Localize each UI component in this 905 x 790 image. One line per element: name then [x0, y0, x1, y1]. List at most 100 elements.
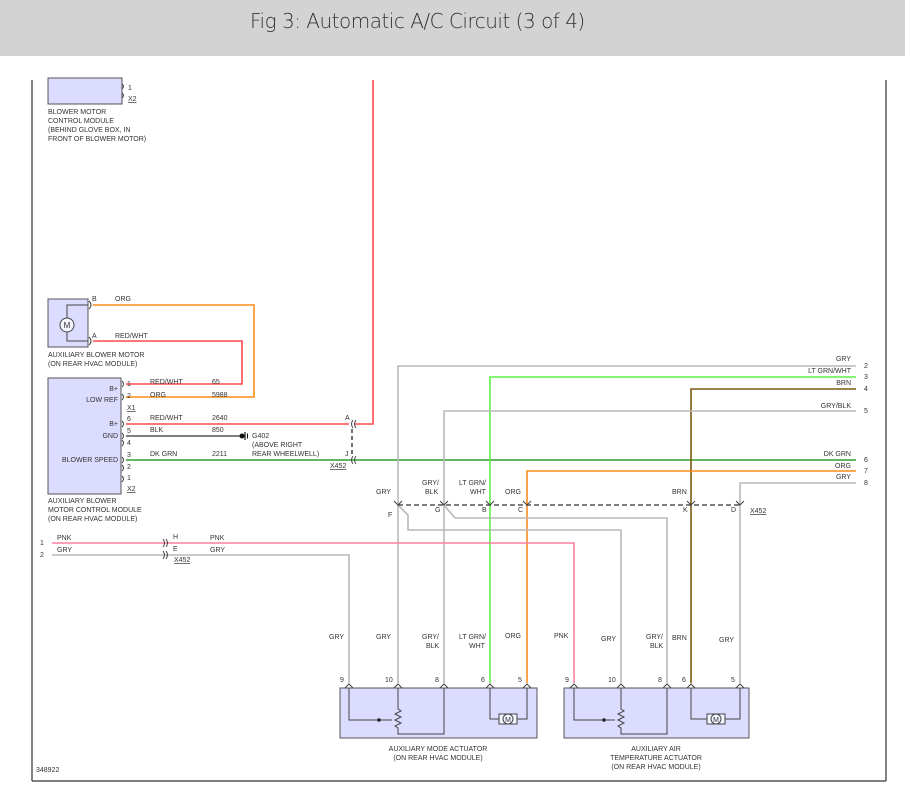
- wire-label: BLK: [150, 427, 164, 434]
- circuit-number: 2211: [212, 451, 227, 458]
- wire-label: RED/WHT: [150, 379, 183, 386]
- component-label: MOTOR CONTROL MODULE: [48, 507, 142, 514]
- pin-label: 3: [864, 374, 868, 381]
- pin-label: 10: [608, 677, 616, 684]
- pin-label: E: [173, 546, 178, 553]
- pin-label: H: [173, 534, 178, 541]
- pin-label: 2: [40, 552, 44, 559]
- wire-gry-blk-branch: [443, 504, 668, 683]
- ground-g402: G402 (ABOVE RIGHT REAR WHEELWELL): [239, 432, 319, 458]
- pin-label: 10: [385, 677, 393, 684]
- pin-label: 4: [127, 440, 131, 447]
- wire-label: GRY: [376, 489, 391, 496]
- wire-label: BLK: [425, 489, 439, 496]
- wire-label: GRY: [719, 637, 734, 644]
- component-label: TEMPERATURE ACTUATOR: [610, 755, 702, 762]
- wire-gry-input: [52, 554, 350, 683]
- component-label: (ON REAR HVAC MODULE): [48, 516, 137, 523]
- figure-number: 348922: [36, 767, 59, 774]
- pin-label: 5: [518, 677, 522, 684]
- wire-label: RED/WHT: [150, 415, 183, 422]
- pin-label: D: [731, 507, 736, 514]
- pin-label: J: [345, 451, 349, 458]
- connector-label: X452: [750, 508, 766, 515]
- wire-label: BRN: [836, 380, 851, 387]
- component-label: AUXILIARY BLOWER MOTOR: [48, 352, 144, 359]
- auxiliary-blower-motor: M B ORG A RED/WHT AUXILIARY BLOWER MOTOR…: [47, 296, 148, 368]
- wire-label: PNK: [554, 633, 569, 640]
- component-label: CONTROL MODULE: [48, 118, 114, 125]
- pin-label: 5: [127, 428, 131, 435]
- wire-label: DK GRN: [824, 451, 851, 458]
- terminal-label: BLOWER SPEED: [62, 457, 118, 464]
- wire-label: ORG: [150, 392, 166, 399]
- wire-label: GRY/BLK: [821, 403, 852, 410]
- right-wire-labels: GRY 2 LT GRN/WHT 3 BRN 4 GRY/BLK 5 DK GR…: [808, 356, 868, 487]
- wire-label: WHT: [470, 489, 487, 496]
- motor-letter: M: [505, 717, 511, 724]
- wire-label: LT GRN/: [459, 480, 486, 487]
- pin-label: 7: [864, 468, 868, 475]
- wire-label: GRY: [210, 547, 225, 554]
- pin-label: 8: [658, 677, 662, 684]
- connector-x452-row: F G B C K D X452 GRY GRY/ BLK LT GRN/ WH…: [376, 480, 766, 519]
- circuit-number: 5988: [212, 392, 228, 399]
- wire-label: BRN: [672, 635, 687, 642]
- pin-label: 4: [864, 386, 868, 393]
- ground-icon: [239, 433, 245, 439]
- wire-label: ORG: [505, 633, 521, 640]
- wire-brn-4: [690, 388, 856, 683]
- wire-label: GRY: [57, 547, 72, 554]
- circuit-number: 850: [212, 427, 224, 434]
- component-label: (ON REAR HVAC MODULE): [48, 361, 137, 368]
- pin-label: 9: [565, 677, 569, 684]
- wire-red-wht-65: [93, 340, 243, 385]
- connector-label: X452: [174, 557, 190, 564]
- wire-label: BLK: [650, 643, 664, 650]
- component-label: AUXILIARY AIR: [631, 746, 681, 753]
- wire-label: PNK: [57, 535, 72, 542]
- wire-gry-branch: [397, 504, 622, 683]
- wire-label: GRY: [836, 474, 851, 481]
- pin-label: G: [435, 507, 440, 514]
- ground-location: (ABOVE RIGHT: [252, 442, 303, 449]
- pin-label: B: [92, 296, 97, 303]
- wire-red-wht-2640: [355, 80, 374, 425]
- pin-label: 1: [127, 381, 131, 388]
- wire-label: LT GRN/WHT: [808, 368, 852, 375]
- wires: [52, 80, 856, 683]
- circuit-number: 2640: [212, 415, 228, 422]
- wire-org-7: [526, 470, 856, 683]
- terminal-label: LOW REF: [86, 397, 118, 404]
- motor-letter: M: [64, 321, 71, 330]
- pin-label: 6: [864, 457, 868, 464]
- terminal-label: B+: [109, 386, 118, 393]
- connector-label: X2: [127, 486, 136, 493]
- wire-label: DK GRN: [150, 451, 177, 458]
- pin-label: 5: [864, 408, 868, 415]
- pin-label: 1: [40, 540, 44, 547]
- wire-label: ORG: [115, 296, 131, 303]
- component-label: AUXILIARY BLOWER: [48, 498, 117, 505]
- component-label: (ON REAR HVAC MODULE): [393, 755, 482, 762]
- pin-label: 6: [682, 677, 686, 684]
- wire-label: BLK: [426, 643, 440, 650]
- connector-label: X1: [127, 405, 136, 412]
- wire-org-5988: [93, 304, 255, 398]
- pin-label: 3: [127, 452, 131, 459]
- wire-gry-2: [397, 365, 856, 683]
- component-label: (BEHIND GLOVE BOX, IN: [48, 127, 130, 134]
- pin-label: A: [92, 333, 97, 340]
- wire-label: GRY: [329, 634, 344, 641]
- wire-gry-8: [739, 482, 856, 683]
- wire-gry-blk-5: [443, 410, 856, 683]
- pin-label: 6: [481, 677, 485, 684]
- auxiliary-air-temperature-actuator: PNK GRY GRY/ BLK BRN GRY 9 10 8 6 5 M AU…: [554, 633, 750, 771]
- pin-label: A: [345, 415, 350, 422]
- pin-label: 8: [864, 480, 868, 487]
- wire-label: ORG: [505, 489, 521, 496]
- header-bar: Fig 3: Automatic A/C Circuit (3 of 4): [0, 0, 905, 56]
- wire-label: GRY/: [422, 634, 439, 641]
- pin-label: 6: [127, 416, 131, 423]
- diagram-frame: [31, 80, 887, 782]
